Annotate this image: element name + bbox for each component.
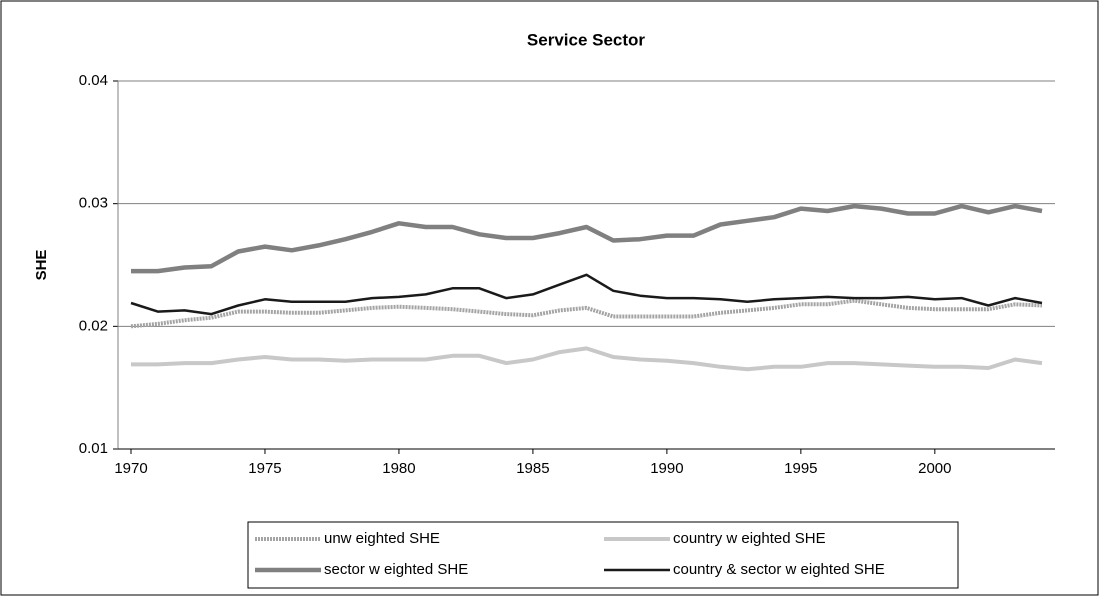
y-tick-label: 0.01 — [79, 440, 108, 457]
x-tick-label: 1980 — [382, 460, 415, 477]
legend-label: unw eighted SHE — [324, 530, 440, 547]
y-axis-label: SHE — [33, 250, 50, 281]
legend-label: country w eighted SHE — [673, 530, 826, 547]
legend-box — [247, 521, 959, 589]
x-tick-label: 1990 — [650, 460, 683, 477]
x-tick-label: 1970 — [114, 460, 147, 477]
chart-title: Service Sector — [527, 30, 646, 49]
x-tick-label: 1985 — [516, 460, 549, 477]
legend-label: sector w eighted SHE — [324, 561, 468, 578]
x-tick-label: 2000 — [918, 460, 951, 477]
x-tick-label: 1995 — [784, 460, 817, 477]
legend-label: country & sector w eighted SHE — [673, 561, 885, 578]
series-line — [130, 298, 1043, 329]
x-tick-label: 1975 — [248, 460, 281, 477]
y-tick-label: 0.04 — [79, 72, 108, 89]
series-line — [131, 203, 1043, 274]
series-line — [131, 346, 1043, 372]
y-tick-label: 0.02 — [79, 317, 108, 334]
series-line — [130, 273, 1043, 316]
y-tick-label: 0.03 — [79, 195, 108, 212]
